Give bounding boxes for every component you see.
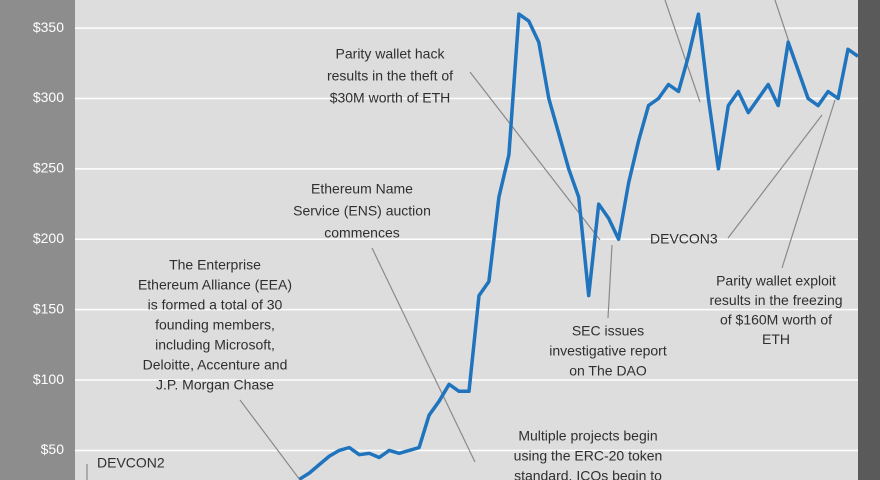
grid	[75, 27, 858, 452]
annotation-text: Multiple projects begin	[518, 428, 657, 444]
annotation-text: SEC issues	[572, 323, 644, 339]
annotation-text: $30M worth of ETH	[330, 90, 451, 106]
annotation-text: on The DAO	[569, 363, 647, 379]
annotation-text: DEVCON2	[97, 455, 165, 471]
axis-band	[0, 0, 75, 480]
annotation-text: Service (ENS) auction	[293, 203, 431, 219]
y-tick-label: $250	[33, 160, 64, 176]
y-tick-label: $200	[33, 230, 64, 246]
leader-line	[664, 0, 701, 103]
leader-line	[371, 247, 476, 463]
annotation-text: including Microsoft,	[155, 337, 275, 353]
annotation-text: Ethereum Name	[311, 181, 413, 197]
leader-line	[607, 244, 613, 319]
annotation-text: J.P. Morgan Chase	[156, 377, 274, 393]
annotation-text: ETH	[762, 331, 790, 347]
right-strip	[858, 0, 880, 480]
annotation-text: is formed a total of 30	[148, 297, 283, 313]
annotation-text: using the ERC-20 token	[514, 448, 663, 464]
annotation-text: Parity wallet hack	[336, 46, 446, 62]
annotation-text: investigative report	[549, 343, 667, 359]
leader-line	[781, 99, 836, 269]
annotation-text: of $160M worth of	[720, 312, 832, 328]
leader-line	[469, 71, 601, 241]
y-tick-label: $300	[33, 89, 64, 105]
annotation-text: DEVCON3	[650, 231, 718, 247]
labels: $50 $100 $150 $200 $250 $300 $350 Parity wallet…	[33, 19, 843, 480]
annotation-text: Parity wallet exploit	[716, 273, 836, 289]
annotation-text: standard, ICOs begin to	[514, 468, 662, 480]
annotation-text: results in the freezing	[709, 292, 842, 308]
y-tick-label: $350	[33, 19, 64, 35]
annotation-text: founding members,	[155, 317, 275, 333]
price-line	[298, 12, 858, 480]
annotation-text: commences	[324, 225, 399, 241]
leader-line	[239, 399, 301, 480]
y-tick-label: $50	[41, 441, 65, 457]
plot	[298, 12, 858, 480]
annotation-text: results in the theft of	[327, 68, 453, 84]
annotation-text: The Enterprise	[169, 257, 261, 273]
annotation-text: Deloitte, Accenture and	[143, 357, 288, 373]
y-tick-label: $100	[33, 371, 64, 387]
leader-line	[727, 114, 823, 239]
annotation-text: Ethereum Alliance (EEA)	[138, 277, 292, 293]
y-tick-label: $150	[33, 300, 64, 316]
